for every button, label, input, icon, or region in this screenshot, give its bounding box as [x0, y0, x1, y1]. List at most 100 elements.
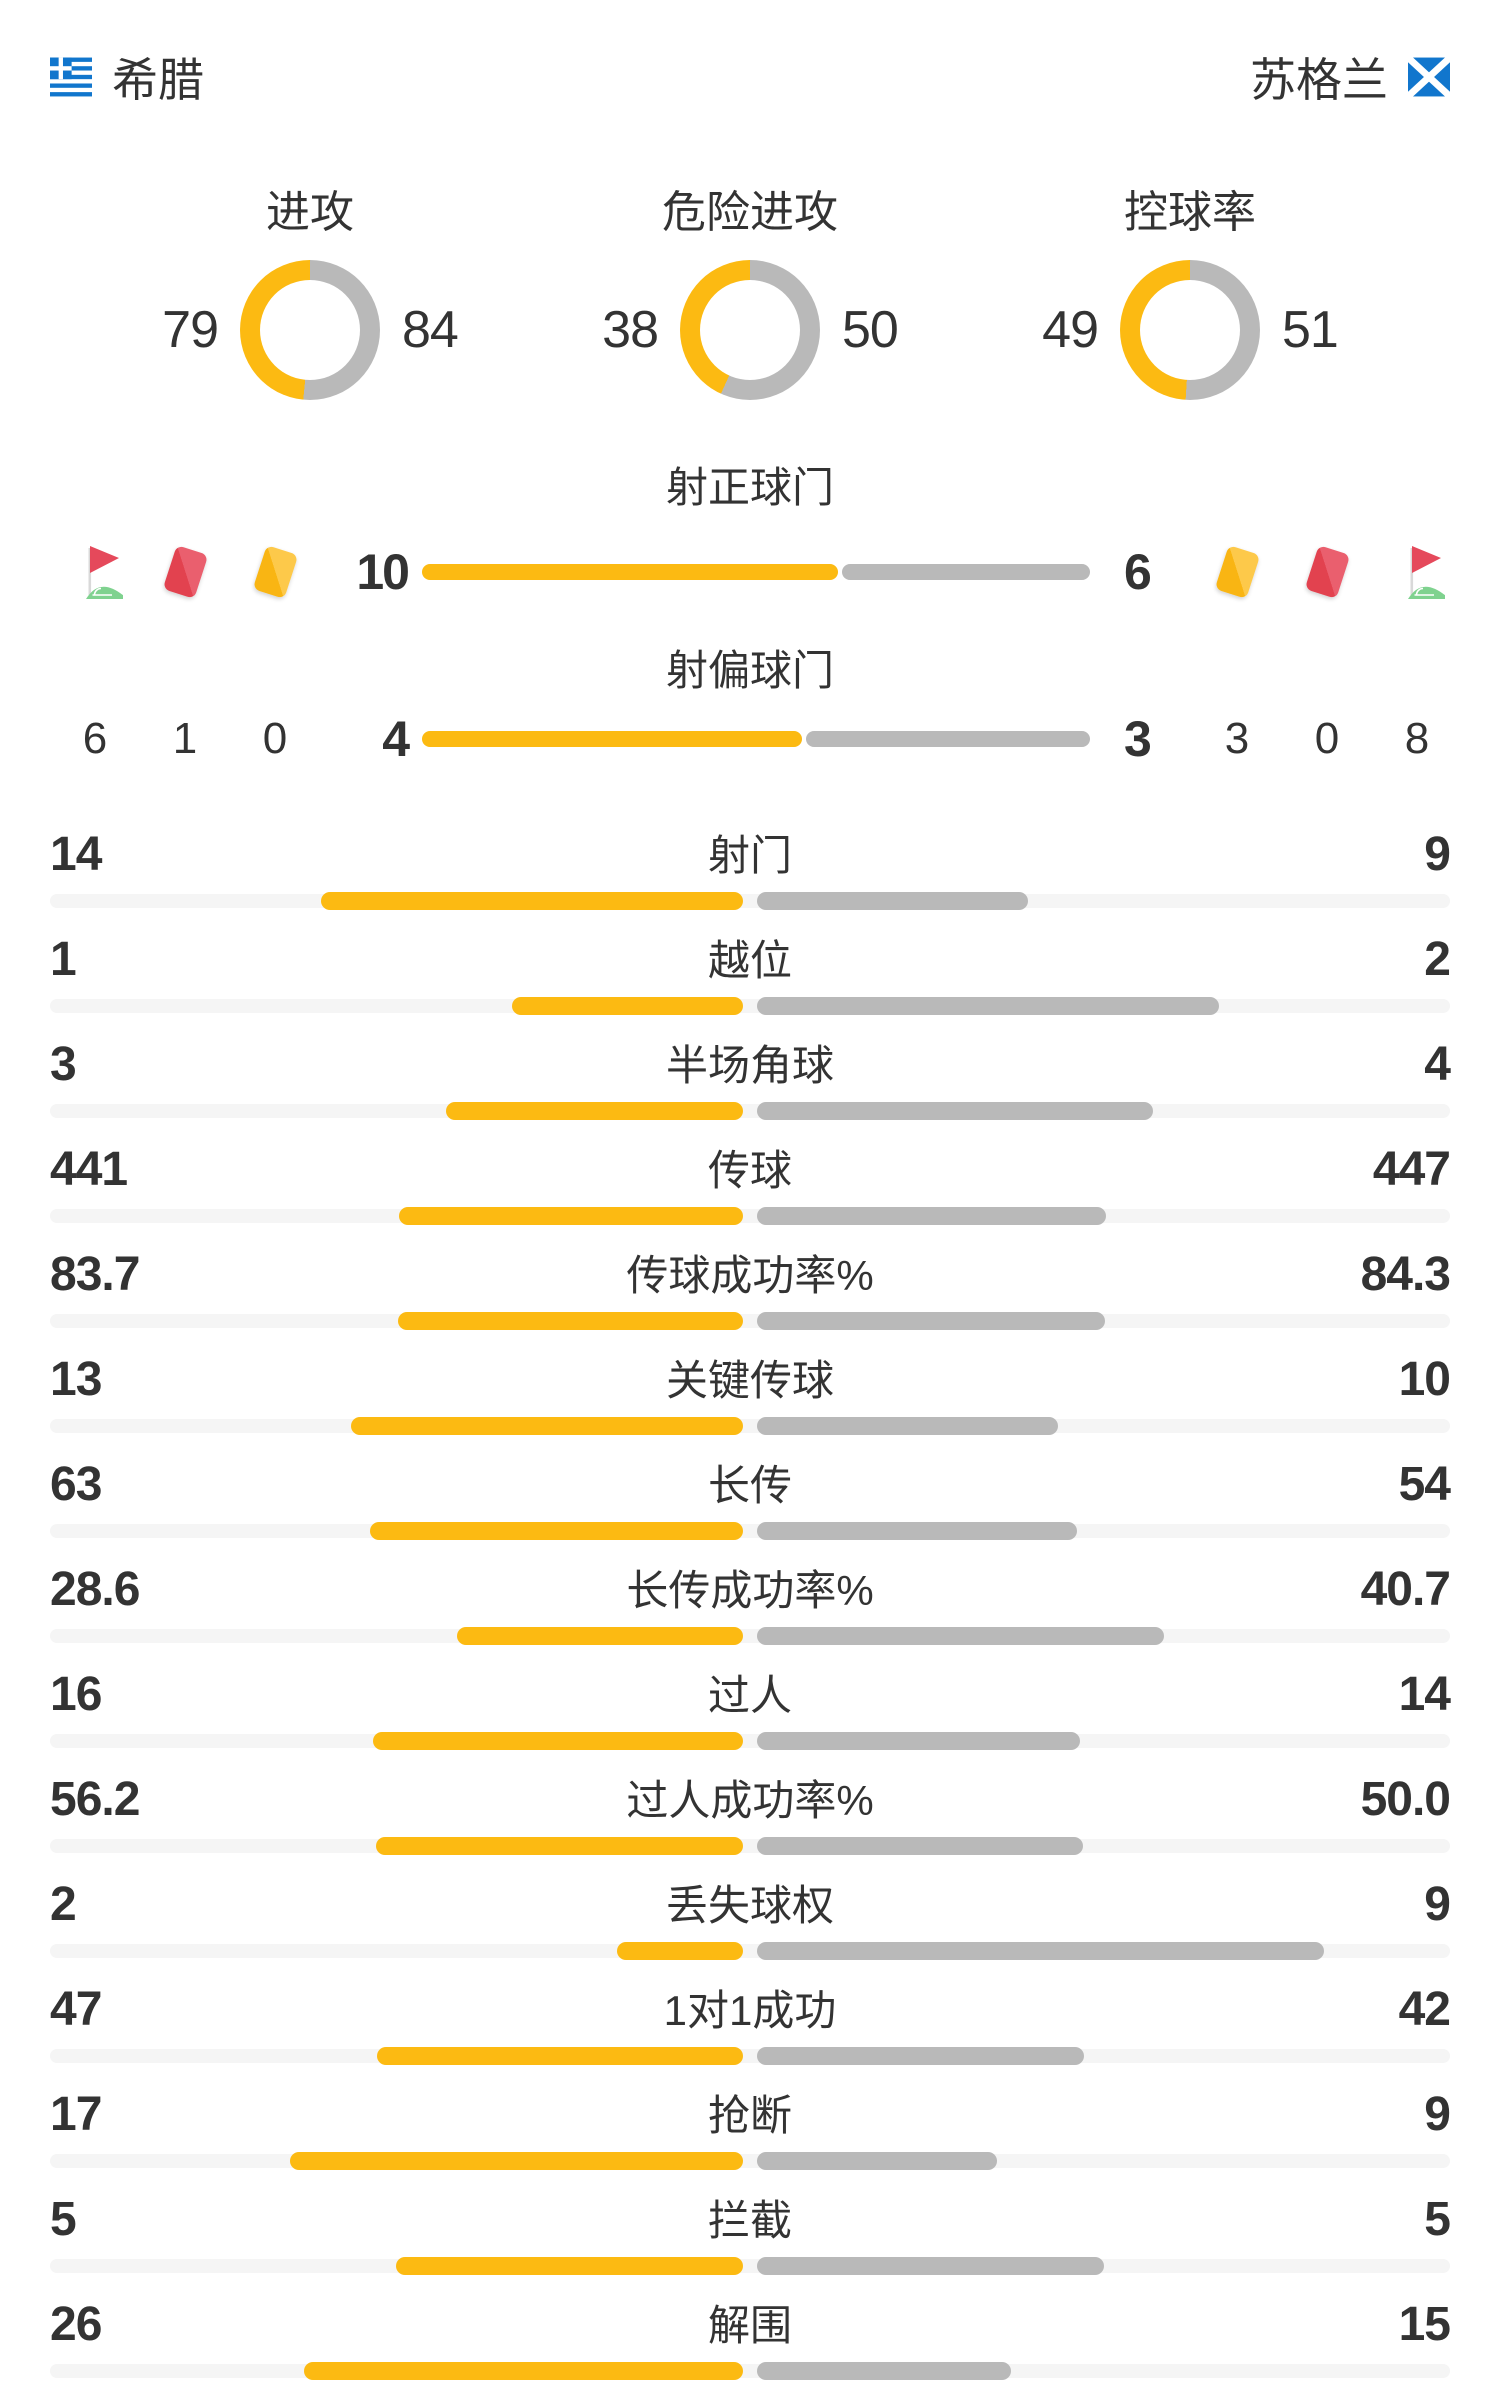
stat-bar-away: [757, 1942, 1324, 1960]
stat-row: 28.6 长传成功率% 40.7: [0, 1553, 1500, 1658]
stat-label: 关键传球: [665, 1356, 834, 1404]
stat-row: 13 关键传球 10: [0, 1343, 1500, 1448]
scotland-flag-icon: [1408, 57, 1450, 97]
team-home-name: 希腊: [112, 54, 204, 106]
stat-label: 射门: [707, 831, 792, 879]
stat-bar-away: [757, 2362, 1011, 2380]
stat-bar-track: [50, 2152, 1450, 2170]
stat-away-value: 14: [1398, 1667, 1451, 1721]
stat-bar-away: [757, 1102, 1153, 1120]
stat-bar-track: [50, 1837, 1450, 1855]
stats-list: 14 射门 9 1 越位 2 3 半场角球 4: [0, 818, 1500, 2393]
donut-ring: [240, 260, 380, 400]
shots-off-target-row: 6 1 0 4 3 3 0 8: [0, 708, 1500, 770]
shots-on-bar-home: [422, 564, 838, 580]
match-header: 希腊 苏格兰: [0, 0, 1500, 110]
stat-home-value: 17: [50, 2087, 102, 2141]
stat-bar-away: [757, 2047, 1084, 2065]
gauge-possession: 控球率 49 51: [1010, 176, 1370, 400]
stat-bar-away: [757, 1837, 1083, 1855]
stat-bar-away: [757, 892, 1028, 910]
stat-bar-track: [50, 2362, 1450, 2380]
gauge-attacks: 进攻 79 84: [130, 176, 490, 400]
stat-row: 3 半场角球 4: [0, 1028, 1500, 1133]
stat-label: 抢断: [707, 2091, 792, 2139]
stat-bar-track: [50, 2047, 1450, 2065]
shots-off-bar-home: [422, 731, 802, 747]
stat-bar-home: [290, 2152, 743, 2170]
stat-label: 传球成功率%: [626, 1251, 874, 1299]
stat-row: 2 丢失球权 9: [0, 1868, 1500, 1973]
team-home[interactable]: 希腊: [50, 44, 204, 110]
stat-bar-away: [757, 1627, 1164, 1645]
stat-home-value: 83.7: [50, 1247, 140, 1301]
away-yellow-cards-count: 3: [1224, 714, 1250, 763]
stat-home-value: 63: [50, 1457, 102, 1511]
gauge-title: 危险进攻: [662, 188, 838, 237]
stat-row: 441 传球 447: [0, 1133, 1500, 1238]
stat-bar-away: [757, 2152, 997, 2170]
stat-bar-home: [398, 1312, 743, 1330]
team-away-name: 苏格兰: [1250, 54, 1388, 106]
shots-off-bar-away: [805, 731, 1090, 747]
team-away[interactable]: 苏格兰: [1250, 44, 1450, 110]
stat-bar-home: [446, 1102, 743, 1120]
shots-off-home-value: 4: [382, 711, 410, 767]
stat-home-value: 441: [50, 1142, 128, 1196]
gauge-title: 进攻: [266, 188, 354, 237]
stat-bar-track: [50, 1102, 1450, 1120]
stat-home-value: 28.6: [50, 1562, 140, 1616]
stat-bar-away: [757, 1522, 1077, 1540]
stat-row: 63 长传 54: [0, 1448, 1500, 1553]
stat-bar-home: [351, 1417, 743, 1435]
stat-home-value: 26: [50, 2297, 102, 2351]
stat-row: 47 1对1成功 42: [0, 1973, 1500, 2078]
stat-bar-away: [757, 1207, 1106, 1225]
stat-away-value: 10: [1398, 1352, 1451, 1406]
stat-row: 26 解围 15: [0, 2288, 1500, 2393]
gauge-dangerous-attacks: 危险进攻 38 50: [570, 176, 930, 400]
stat-away-value: 42: [1398, 1982, 1451, 2036]
stat-row: 16 过人 14: [0, 1658, 1500, 1763]
stat-home-value: 5: [50, 2192, 77, 2246]
stat-away-value: 9: [1424, 2087, 1451, 2141]
corner-flag-icon: [1372, 533, 1462, 611]
stat-away-value: 9: [1424, 827, 1451, 881]
stat-bar-home: [399, 1207, 743, 1225]
donut-ring: [1120, 260, 1260, 400]
stat-label: 传球: [707, 1146, 792, 1194]
stat-bar-track: [50, 1417, 1450, 1435]
stat-bar-away: [757, 997, 1219, 1015]
shots-off-target-title: 射偏球门: [665, 647, 834, 694]
away-red-cards-count: 0: [1314, 714, 1340, 763]
stat-home-value: 13: [50, 1352, 102, 1406]
shots-off-bar: [422, 731, 1090, 747]
stat-label: 丢失球权: [665, 1881, 834, 1929]
stat-bar-track: [50, 2257, 1450, 2275]
stat-home-value: 16: [50, 1667, 102, 1721]
shots-on-target-row: 10 6: [0, 533, 1500, 611]
stat-bar-home: [377, 2047, 743, 2065]
greece-flag-icon: [50, 57, 92, 97]
stat-label: 长传成功率%: [626, 1566, 874, 1614]
stat-label: 越位: [707, 936, 792, 984]
stat-away-value: 40.7: [1360, 1562, 1451, 1616]
stat-bar-track: [50, 1207, 1450, 1225]
stat-label: 1对1成功: [663, 1986, 837, 2034]
stat-away-value: 9: [1424, 1877, 1451, 1931]
gauges-section: 进攻 79 84 危险进攻 38 50 控球率 49 51: [0, 176, 1500, 400]
stat-bar-home: [321, 892, 743, 910]
away-corners-count: 8: [1404, 714, 1430, 763]
stat-bar-away: [757, 1417, 1058, 1435]
stat-row: 5 拦截 5: [0, 2183, 1500, 2288]
home-red-cards-count: 1: [172, 714, 198, 763]
stat-bar-home: [373, 1732, 743, 1750]
stat-bar-track: [50, 892, 1450, 910]
shots-on-bar: [422, 564, 1090, 580]
gauge-title: 控球率: [1124, 188, 1256, 237]
stat-label: 过人成功率%: [626, 1776, 874, 1824]
stat-bar-away: [757, 1732, 1080, 1750]
stat-away-value: 50.0: [1360, 1772, 1451, 1826]
home-yellow-cards-count: 0: [262, 714, 288, 763]
stat-bar-home: [512, 997, 743, 1015]
